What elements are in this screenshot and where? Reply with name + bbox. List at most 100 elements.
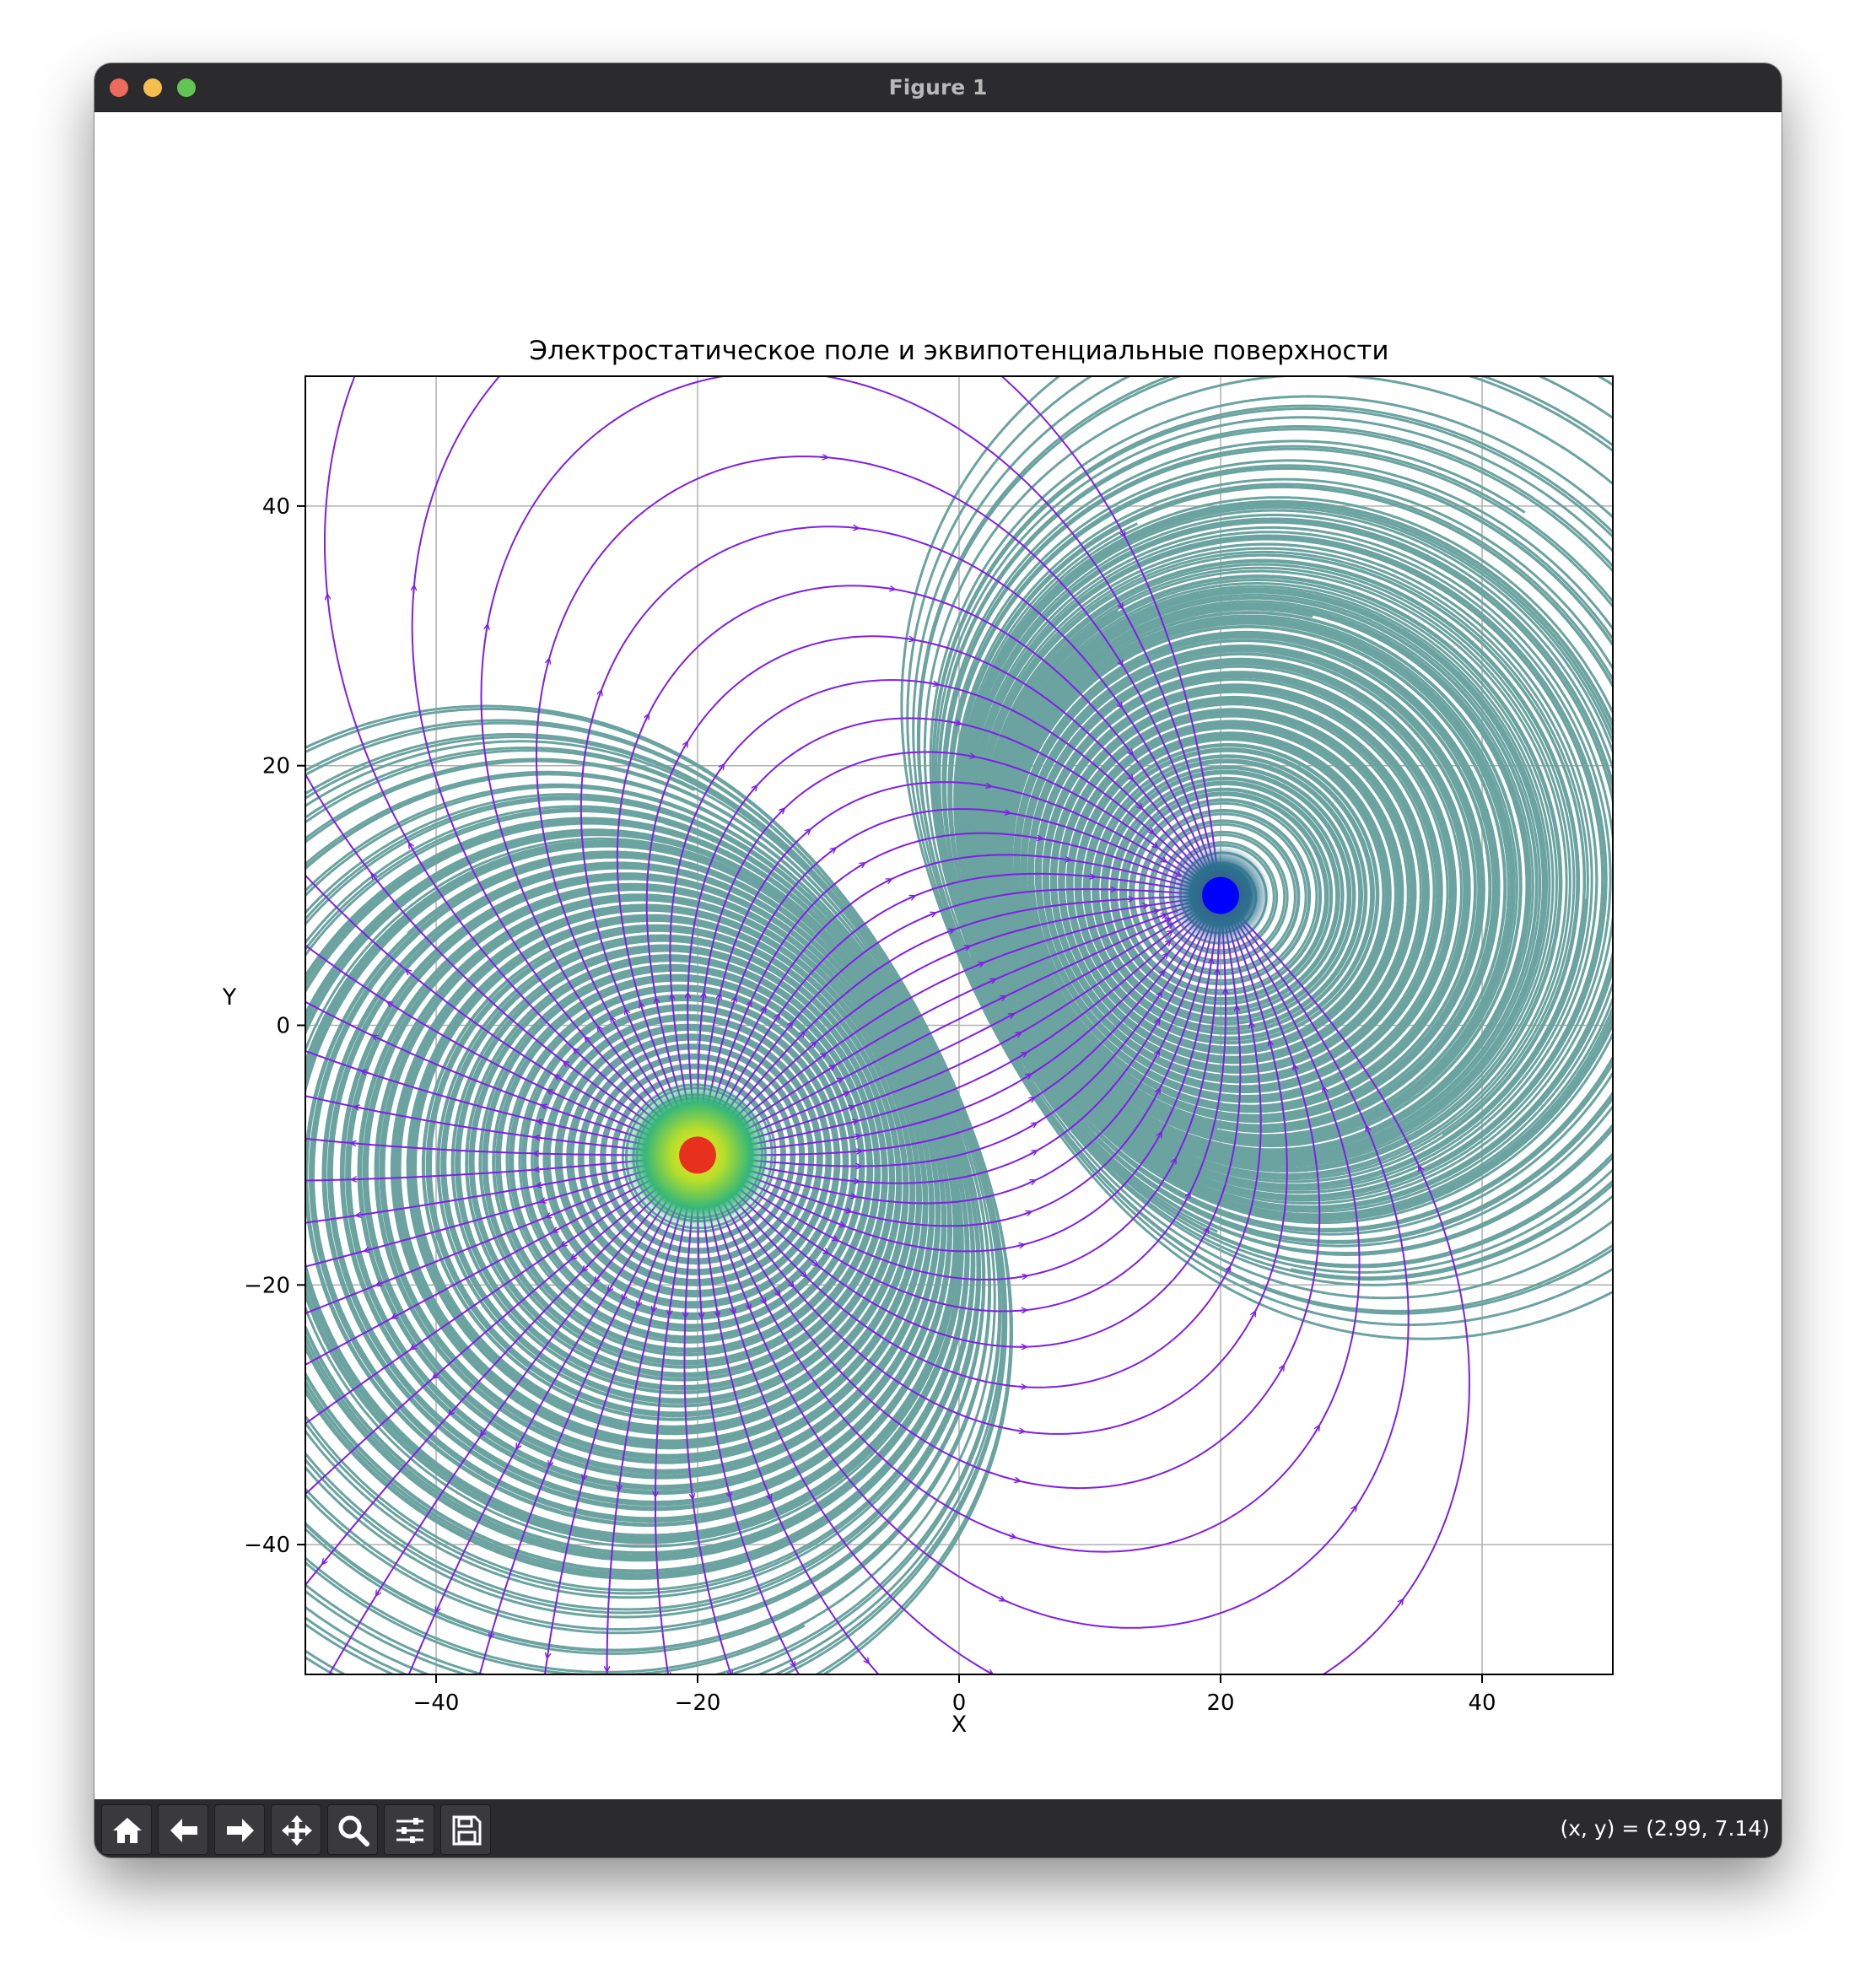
streamline-arrow <box>865 1658 867 1661</box>
streamline <box>700 906 1470 1674</box>
streamline <box>305 1156 678 1182</box>
negative-charge <box>1202 876 1239 914</box>
streamline-arrow <box>1420 1168 1421 1173</box>
streamline-arrow <box>1160 973 1162 977</box>
streamline <box>709 914 1262 1388</box>
streamline-arrow <box>791 1660 794 1665</box>
streamline-arrow <box>853 1136 858 1137</box>
streamline-arrow <box>243 895 246 898</box>
x-tick-label: 40 <box>1468 1690 1496 1716</box>
streamline-arrow <box>805 831 808 834</box>
streamline-arrow <box>847 1107 852 1108</box>
streamline-arrow <box>752 788 756 791</box>
y-tick-label: 20 <box>262 754 290 779</box>
streamline <box>704 908 1361 1553</box>
streamline-arrow <box>788 1024 790 1027</box>
streamline <box>708 888 1205 1140</box>
streamline-arrow <box>849 1195 854 1196</box>
streamline <box>698 1174 880 1674</box>
streamline-arrow <box>1210 961 1211 966</box>
streamline <box>305 1167 685 1587</box>
streamline-arrow <box>367 1249 372 1250</box>
streamline-arrow <box>413 1345 418 1348</box>
streamline-arrow <box>575 1050 579 1054</box>
save-button[interactable] <box>440 1804 491 1855</box>
streamline <box>715 914 1217 1227</box>
streamline-arrow <box>491 1631 493 1636</box>
streamline <box>717 910 1210 1156</box>
move-icon <box>282 1815 312 1846</box>
close-button[interactable] <box>110 78 128 97</box>
streamline <box>717 908 1210 1155</box>
streamline <box>305 1137 678 1156</box>
streamline-arrow <box>1156 1091 1159 1096</box>
pan-button[interactable] <box>271 1804 321 1855</box>
streamline-arrow <box>282 1755 284 1760</box>
streamline <box>478 1172 689 1674</box>
streamline-arrow <box>984 785 989 786</box>
streamline-arrow <box>612 1019 615 1024</box>
figure-canvas[interactable]: Электростатическое поле и эквипотенциаль… <box>94 112 1782 1799</box>
streamline-arrow <box>408 972 412 975</box>
streamline-arrow <box>1166 925 1171 928</box>
streamline-arrow <box>1087 876 1092 877</box>
streamline-arrow <box>214 949 218 952</box>
streamline <box>716 904 1210 1152</box>
streamline-arrow <box>719 996 720 1001</box>
equipotential-line <box>900 376 1613 1340</box>
y-axis-label: Y <box>222 984 237 1011</box>
streamline-arrow <box>929 914 934 915</box>
streamline <box>697 1174 801 1674</box>
streamline-arrow <box>801 1272 805 1275</box>
x-tick-label: 0 <box>952 1690 967 1716</box>
zoom-button[interactable] <box>327 1804 378 1855</box>
x-tick-label: −40 <box>413 1690 460 1716</box>
back-button[interactable] <box>158 1804 208 1855</box>
equipotential-line <box>1002 607 1510 1140</box>
streamline-arrow <box>555 1229 560 1232</box>
streamline-arrow <box>1016 1245 1022 1246</box>
streamline <box>669 679 1209 1137</box>
streamline <box>305 772 682 1146</box>
streamline-arrow <box>193 1005 197 1007</box>
streamline-arrow <box>953 723 958 724</box>
streamline-arrow <box>931 683 935 684</box>
streamline-arrow <box>1280 1367 1283 1372</box>
streamline-arrow <box>540 1122 545 1123</box>
minimize-button[interactable] <box>143 78 162 97</box>
streamline-arrow <box>827 1067 833 1070</box>
streamline <box>305 1165 682 1425</box>
configure-button[interactable] <box>384 1804 434 1855</box>
streamline <box>706 912 1321 1490</box>
streamline-arrow <box>1148 829 1151 833</box>
streamline-arrow <box>610 1285 612 1290</box>
streamline-arrow <box>830 1237 835 1239</box>
equipotential-line <box>916 376 1613 1315</box>
streamline-arrow <box>203 1713 206 1717</box>
streamline-arrow <box>842 1093 847 1095</box>
streamline <box>698 781 1208 1136</box>
streamline-arrow <box>626 1011 628 1016</box>
maximize-button[interactable] <box>177 78 196 97</box>
streamline-arrow <box>245 641 247 645</box>
equipotential-line <box>962 506 1613 1218</box>
streamline-arrow <box>179 1064 183 1065</box>
streamline-arrow <box>800 1033 803 1037</box>
y-tick-label: 0 <box>276 1014 290 1039</box>
streamline-arrow <box>377 1588 380 1593</box>
streamline-arrow <box>1007 1015 1012 1017</box>
streamline-arrow <box>353 1143 358 1144</box>
home-button[interactable] <box>101 1804 152 1855</box>
x-tick-label: 20 <box>1206 1690 1234 1716</box>
streamline-arrow <box>717 1309 718 1314</box>
streamline-arrow <box>775 1016 778 1021</box>
charges <box>622 844 1271 1232</box>
streamline-arrow <box>1270 1043 1271 1048</box>
streamline <box>700 808 1205 1137</box>
streamline-arrow <box>1164 919 1169 921</box>
magnifier-icon <box>338 1815 369 1847</box>
streamline-arrow <box>1160 858 1165 860</box>
forward-button[interactable] <box>214 1804 265 1855</box>
chart[interactable]: Электростатическое поле и эквипотенциаль… <box>94 112 1782 1799</box>
streamline-arrow <box>437 1604 439 1609</box>
